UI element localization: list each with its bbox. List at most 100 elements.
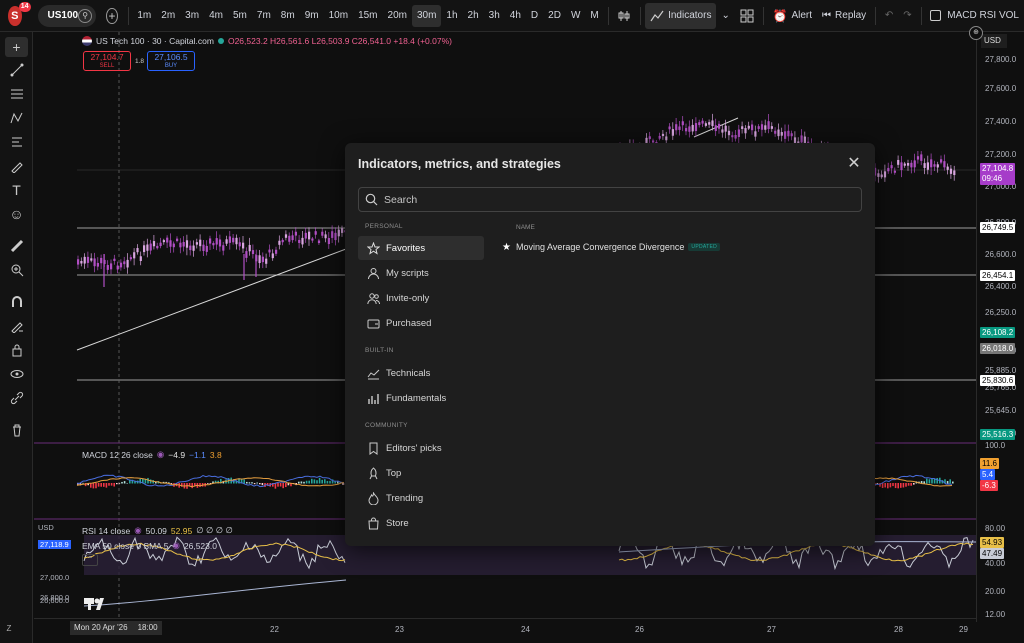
interval-7m[interactable]: 7m (256, 10, 271, 21)
interval-2h[interactable]: 2h (467, 10, 479, 21)
timezone-icon[interactable]: Z (6, 624, 12, 633)
indicator-result-row[interactable]: ★ Moving Average Convergence Divergence … (502, 239, 721, 255)
interval-1h[interactable]: 1h (446, 10, 458, 21)
layout-selector[interactable]: MACD RSI VOL (925, 5, 1024, 27)
buy-button[interactable]: 27,106.5 BUY (147, 51, 195, 71)
ema-legend[interactable]: EMA 50 close 0 SMA 5 ◉ 26,523.0 (82, 540, 217, 551)
collapse-button[interactable]: ⌃ (82, 554, 98, 566)
category-editors-picks[interactable]: Editors' picks (358, 436, 484, 460)
price-axis-label: 25,885.0 (985, 366, 1017, 375)
projection-icon[interactable] (5, 132, 28, 152)
chart-type-button[interactable] (612, 5, 636, 27)
category-technicals[interactable]: Technicals (358, 361, 484, 385)
macd-histogram-bar (334, 480, 336, 484)
interval-1m[interactable]: 1m (137, 10, 152, 21)
indicators-label: Indicators (668, 10, 712, 21)
candle (747, 125, 750, 129)
link-icon[interactable] (5, 388, 28, 408)
stay-drawing-icon[interactable] (5, 316, 28, 336)
interval-9m[interactable]: 9m (304, 10, 319, 21)
candle (913, 160, 916, 168)
macd-histogram-bar (920, 481, 923, 484)
price-axis-label: 25,765.0 (985, 383, 1017, 392)
search-input[interactable] (384, 193, 834, 206)
trend-line[interactable] (76, 245, 355, 351)
pattern-icon[interactable] (5, 108, 28, 128)
interval-4m[interactable]: 4m (209, 10, 223, 21)
category-fundamentals[interactable]: Fundamentals (358, 386, 484, 410)
price-axis[interactable]: USD ⊕ 27,800.0 27,600.0 27,400.0 27,200.0 27… (969, 26, 1024, 622)
interval-30m[interactable]: 30m (411, 4, 442, 27)
candle (658, 135, 661, 139)
candle (737, 129, 740, 138)
interval-2D[interactable]: 2D (548, 10, 561, 21)
trend-line-icon[interactable] (5, 60, 28, 80)
fib-retracement-icon[interactable] (5, 84, 28, 104)
interval-2m[interactable]: 2m (161, 10, 176, 21)
category-trending[interactable]: Trending (358, 486, 484, 510)
favorite-star-icon[interactable]: ★ (502, 241, 511, 253)
interval-W[interactable]: W (570, 10, 581, 21)
add-alert-icon[interactable]: ⊕ (969, 26, 983, 40)
category-purchased[interactable]: Purchased (358, 311, 484, 335)
brush-icon[interactable] (5, 156, 28, 176)
bar-countdown: 09:46 (982, 174, 1003, 183)
symbol-legend[interactable]: US Tech 100 · 30 · Capital.com O26,523.2… (82, 36, 452, 46)
zoom-in-icon[interactable] (5, 260, 28, 280)
replay-button[interactable]: ⏮ Replay (817, 5, 871, 27)
candle (704, 123, 707, 126)
emoji-icon[interactable]: ☺ (9, 206, 24, 222)
symbol-search[interactable]: US100 ⚲ (37, 4, 97, 27)
toolbar-divider (640, 6, 642, 25)
magnet-icon[interactable] (5, 292, 28, 312)
category-top[interactable]: Top (358, 461, 484, 485)
redo-button[interactable]: ↷ (898, 5, 916, 27)
macd-legend[interactable]: MACD 12 26 close ◉ −4.9 −1.1 3.8 (82, 449, 222, 460)
time-axis[interactable]: Z Mon 20 Apr '26 18:00 22 23 24 26 27 28 29 (7, 618, 976, 643)
interval-3m[interactable]: 3m (185, 10, 200, 21)
text-tool-icon[interactable]: T (12, 182, 21, 198)
lock-icon[interactable] (5, 340, 28, 360)
ohlc-values: O26,523.2 H26,561.6 L26,503.9 C26,541.0 … (227, 36, 452, 46)
candle (764, 125, 767, 130)
symbol-search-icon[interactable]: ⚲ (78, 8, 93, 23)
replay-label: Replay (835, 10, 867, 21)
indicators-button[interactable]: Indicators (645, 2, 717, 29)
currency-selector[interactable]: USD (981, 34, 1007, 48)
rsi-legend[interactable]: RSI 14 close ◉ 50.09 52.95 ∅ ∅ ∅ ∅ (82, 525, 233, 536)
compare-symbol-button[interactable]: + (106, 7, 118, 24)
indicators-menu-button[interactable]: ⌄ (716, 5, 734, 27)
rsi-axis-label: 40.00 (985, 559, 1006, 568)
interval-8m[interactable]: 8m (280, 10, 295, 21)
category-store[interactable]: Store (358, 511, 484, 535)
trash-icon[interactable] (5, 420, 28, 440)
undo-button[interactable]: ↶ (880, 5, 898, 27)
interval-M[interactable]: M (590, 10, 599, 21)
candle (694, 123, 698, 132)
layouts-button[interactable] (735, 5, 759, 27)
macd-histogram-bar (913, 483, 915, 485)
crosshair-icon[interactable]: + (5, 37, 28, 57)
interval-D[interactable]: D (530, 10, 539, 21)
interval-10m[interactable]: 10m (328, 10, 349, 21)
interval-4h[interactable]: 4h (509, 10, 521, 21)
close-button[interactable]: ✕ (845, 155, 863, 173)
interval-5m[interactable]: 5m (232, 10, 247, 21)
ruler-icon[interactable] (5, 236, 28, 256)
category-my-scripts[interactable]: My scripts (358, 261, 484, 285)
category-favorites[interactable]: Favorites (358, 236, 484, 260)
time-axis-label: 29 (959, 625, 968, 634)
candle (205, 245, 208, 252)
macd-histogram-bar (194, 483, 196, 486)
category-invite-only[interactable]: Invite-only (358, 286, 484, 310)
interval-20m[interactable]: 20m (387, 10, 407, 21)
interval-15m[interactable]: 15m (358, 10, 378, 21)
search-box[interactable] (358, 187, 862, 212)
user-avatar[interactable]: S 14 (8, 1, 31, 26)
interval-3h[interactable]: 3h (488, 10, 500, 21)
alert-button[interactable]: ⏰ Alert (768, 5, 818, 27)
sell-button[interactable]: 27,104.7 SELL (83, 51, 131, 71)
macd-histogram-bar (142, 478, 144, 484)
eye-icon[interactable] (5, 364, 28, 384)
macd-histogram-bar (342, 483, 344, 485)
